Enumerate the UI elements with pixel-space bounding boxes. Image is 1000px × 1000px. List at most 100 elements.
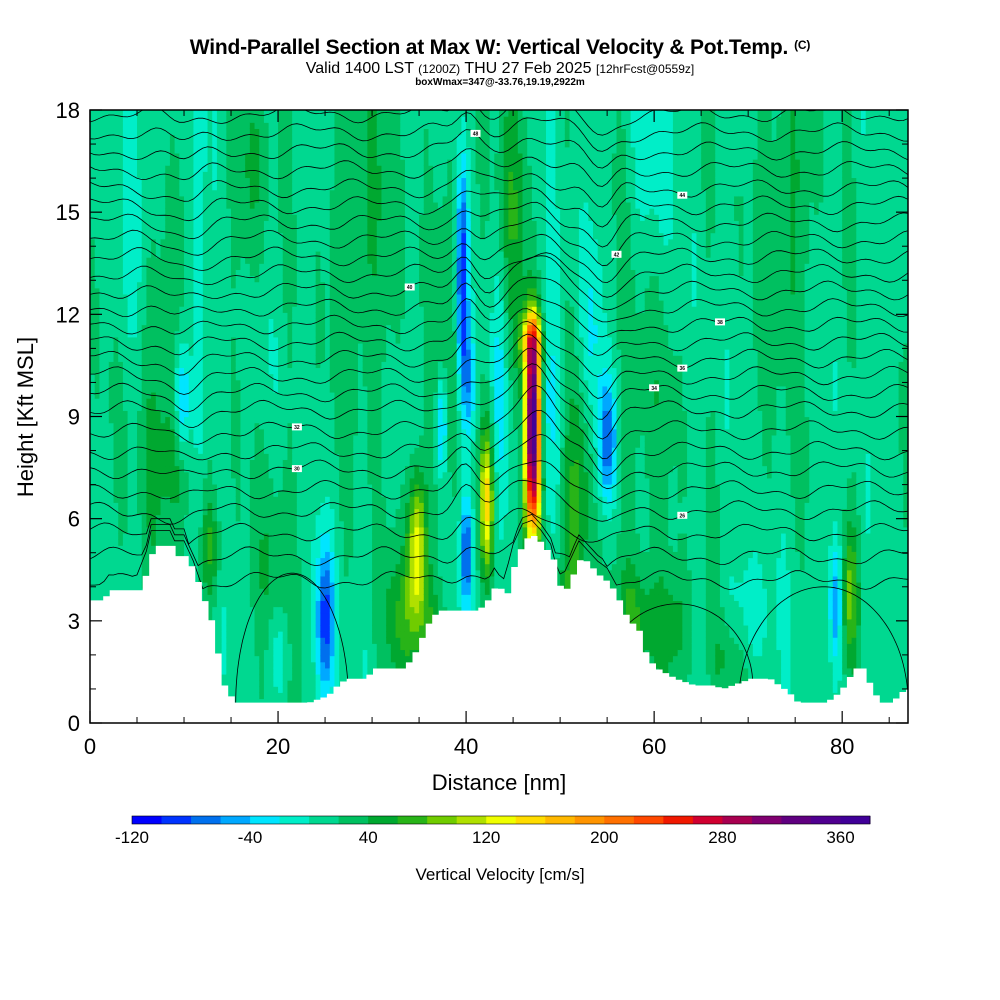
velocity-cell — [287, 232, 293, 240]
velocity-cell — [292, 680, 298, 687]
velocity-cell — [306, 116, 312, 123]
velocity-cell — [151, 373, 157, 381]
velocity-cell — [127, 441, 133, 448]
velocity-cell — [104, 342, 110, 350]
velocity-cell — [193, 226, 199, 234]
velocity-cell — [113, 189, 119, 197]
velocity-cell — [99, 300, 105, 307]
velocity-cell — [132, 342, 138, 350]
velocity-cell — [122, 569, 129, 577]
velocity-cell — [249, 361, 256, 369]
velocity-cell — [146, 336, 152, 344]
velocity-cell — [104, 257, 110, 264]
velocity-cell — [235, 159, 242, 166]
chart-title-text: Wind-Parallel Section at Max W: Vertical… — [189, 36, 789, 59]
velocity-cell — [165, 238, 171, 246]
velocity-cell — [90, 385, 96, 393]
velocity-cell — [207, 116, 213, 123]
velocity-cell — [146, 214, 152, 221]
velocity-cell — [301, 226, 307, 234]
velocity-cell — [301, 342, 307, 350]
velocity-cell — [315, 116, 321, 123]
velocity-cell — [235, 208, 242, 215]
velocity-cell — [310, 643, 317, 651]
velocity-cell — [268, 434, 274, 442]
velocity-cell — [151, 459, 157, 467]
velocity-cell — [141, 128, 148, 136]
velocity-cell — [287, 434, 293, 442]
velocity-cell — [273, 398, 279, 405]
velocity-cell — [287, 471, 293, 479]
velocity-cell — [90, 471, 96, 479]
velocity-cell — [249, 539, 256, 546]
velocity-cell — [254, 428, 260, 436]
velocity-cell — [254, 269, 260, 277]
velocity-cell — [99, 398, 105, 405]
velocity-cell — [235, 447, 242, 454]
velocity-cell — [99, 293, 105, 301]
velocity-cell — [132, 263, 138, 270]
velocity-cell — [254, 631, 260, 638]
velocity-cell — [179, 483, 185, 491]
velocity-cell — [141, 116, 148, 123]
velocity-cell — [207, 275, 213, 283]
velocity-cell — [315, 483, 321, 491]
velocity-cell — [207, 532, 213, 540]
velocity-cell — [263, 361, 270, 369]
velocity-cell — [193, 275, 199, 283]
velocity-cell — [160, 336, 166, 344]
velocity-cell — [94, 434, 100, 442]
velocity-cell — [122, 434, 129, 442]
velocity-cell — [146, 441, 152, 448]
velocity-cell — [165, 453, 171, 461]
velocity-cell — [188, 483, 195, 491]
velocity-cell — [221, 618, 227, 626]
velocity-cell — [165, 416, 171, 424]
velocity-cell — [94, 477, 100, 485]
velocity-cell — [221, 631, 227, 638]
velocity-cell — [188, 330, 195, 338]
velocity-cell — [216, 257, 223, 264]
velocity-cell — [94, 422, 100, 430]
velocity-cell — [221, 152, 227, 160]
velocity-cell — [113, 226, 119, 234]
velocity-cell — [198, 287, 204, 295]
velocity-cell — [259, 612, 265, 620]
velocity-cell — [174, 490, 180, 497]
velocity-cell — [301, 250, 307, 258]
velocity-cell — [268, 643, 274, 651]
velocity-cell — [245, 293, 251, 301]
velocity-cell — [118, 238, 124, 246]
velocity-cell — [221, 183, 227, 191]
velocity-cell — [179, 520, 185, 528]
velocity-cell — [254, 379, 260, 387]
velocity-cell — [306, 594, 312, 601]
velocity-cell — [165, 477, 171, 485]
velocity-cell — [179, 428, 185, 436]
velocity-cell — [273, 655, 279, 663]
velocity-cell — [141, 263, 148, 270]
velocity-cell — [273, 349, 279, 356]
velocity-cell — [99, 195, 105, 203]
velocity-cell — [132, 391, 138, 399]
velocity-cell — [99, 152, 105, 160]
velocity-cell — [301, 312, 307, 320]
velocity-cell — [151, 385, 157, 393]
velocity-cell — [268, 508, 274, 516]
velocity-cell — [221, 563, 227, 571]
velocity-cell — [127, 183, 133, 191]
velocity-cell — [108, 263, 115, 270]
velocity-cell — [174, 177, 180, 185]
velocity-cell — [292, 165, 298, 172]
velocity-cell — [221, 349, 227, 356]
velocity-cell — [155, 471, 162, 479]
velocity-cell — [188, 447, 195, 454]
velocity-cell — [310, 588, 317, 595]
velocity-cell — [320, 532, 326, 540]
velocity-cell — [315, 330, 321, 338]
velocity-cell — [254, 471, 260, 479]
velocity-cell — [226, 306, 232, 313]
velocity-cell — [221, 312, 227, 320]
velocity-cell — [179, 263, 185, 270]
velocity-cell — [137, 330, 143, 338]
